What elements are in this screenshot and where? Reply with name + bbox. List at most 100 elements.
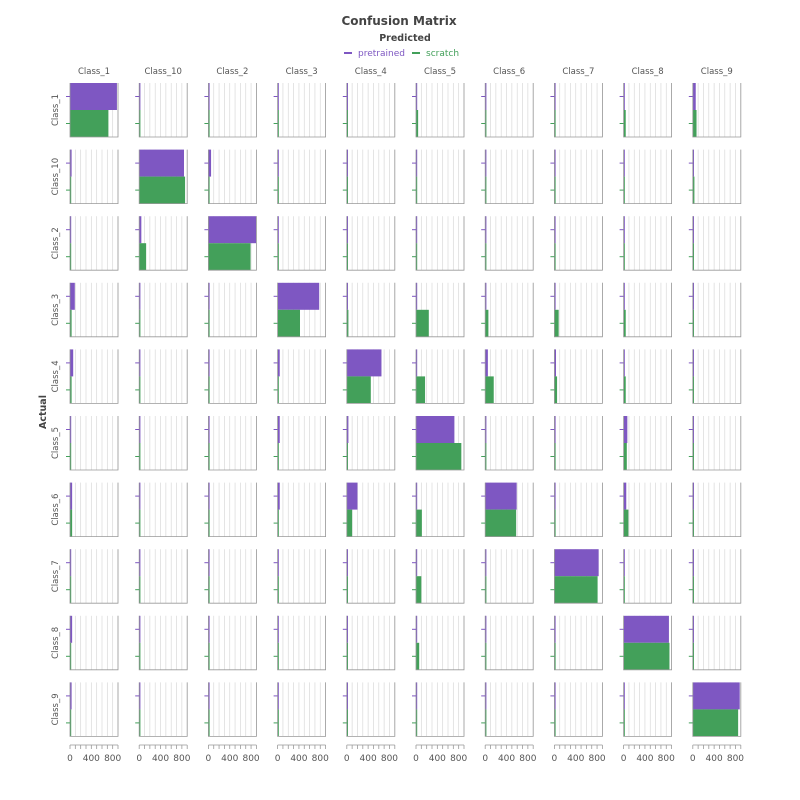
bar-pretrained: [70, 482, 73, 510]
bar-pretrained: [692, 83, 696, 110]
bar-pretrained: [346, 416, 349, 443]
bar-scratch: [139, 709, 141, 737]
bar-scratch: [139, 309, 141, 337]
bar-scratch: [623, 376, 626, 404]
panel-frame: [208, 216, 257, 271]
bar-pretrained: [416, 416, 455, 443]
bar-scratch: [485, 176, 487, 204]
bar-pretrained: [623, 349, 625, 377]
x-tick-label: 800: [588, 754, 605, 764]
panel-frame: [623, 416, 672, 471]
bar-pretrained: [346, 83, 348, 110]
panel-frame: [692, 149, 742, 204]
bar-pretrained: [208, 149, 212, 177]
column-label: Class_6: [493, 67, 525, 77]
bar-pretrained: [208, 282, 210, 310]
panel-frame: [623, 482, 672, 537]
column-label: Class_4: [355, 67, 387, 77]
bar-pretrained: [277, 416, 280, 443]
x-tick-label: 0: [206, 754, 212, 764]
bar-scratch: [623, 309, 626, 337]
panel-frame: [484, 416, 534, 471]
panel-frame: [415, 149, 465, 204]
panel-frame: [415, 416, 465, 471]
bar-pretrained: [692, 149, 694, 177]
panel-frame: [138, 416, 188, 471]
panel-frame: [277, 149, 326, 204]
bar-pretrained: [277, 482, 280, 510]
bar-scratch: [485, 642, 487, 670]
column-label: Class_1: [78, 67, 110, 77]
x-tick-label: 400: [706, 754, 723, 764]
bar-pretrained: [139, 416, 141, 443]
panel-frame: [208, 549, 257, 604]
bar-pretrained: [346, 282, 348, 310]
bar-scratch: [554, 443, 556, 470]
panel-frame: [277, 615, 326, 671]
bar-pretrained: [554, 549, 599, 577]
bar-scratch: [346, 243, 348, 271]
panel-frame: [138, 482, 188, 537]
x-tick-label: 0: [482, 754, 488, 764]
bar-pretrained: [277, 282, 320, 310]
bar-scratch: [70, 243, 72, 271]
bar-pretrained: [208, 216, 257, 244]
panel-frame: [138, 216, 188, 271]
panel-frame: [346, 83, 396, 138]
bar-pretrained: [70, 83, 117, 110]
bar-scratch: [277, 576, 279, 604]
bar-scratch: [346, 176, 348, 204]
bar-pretrained: [208, 549, 210, 577]
panel-frame: [484, 615, 534, 671]
panel-frame: [484, 216, 534, 271]
bar-pretrained: [692, 349, 694, 377]
bar-pretrained: [346, 615, 348, 643]
bar-pretrained: [277, 682, 279, 710]
panel-frame: [277, 682, 326, 737]
bar-pretrained: [208, 349, 210, 377]
bar-pretrained: [139, 216, 142, 244]
bar-pretrained: [692, 615, 694, 643]
bar-scratch: [139, 509, 141, 537]
panel-frame: [69, 482, 119, 537]
panel-frame: [554, 549, 603, 604]
column-label: Class_2: [216, 67, 248, 77]
bar-scratch: [208, 576, 210, 604]
panel-frame: [554, 282, 603, 338]
bar-pretrained: [416, 83, 418, 110]
bar-pretrained: [416, 682, 418, 710]
bar-scratch: [208, 243, 251, 271]
bar-pretrained: [70, 416, 72, 443]
bar-scratch: [208, 509, 210, 537]
x-tick-label: 400: [152, 754, 169, 764]
panel-frame: [69, 83, 119, 138]
bar-pretrained: [554, 482, 556, 510]
bar-scratch: [692, 642, 694, 670]
panel-frame: [692, 682, 742, 737]
bar-pretrained: [139, 682, 141, 710]
bar-pretrained: [416, 549, 418, 577]
x-tick-label: 400: [360, 754, 377, 764]
bar-scratch: [70, 509, 73, 537]
bar-pretrained: [70, 549, 72, 577]
bar-scratch: [554, 642, 556, 670]
panel-frame: [69, 615, 119, 671]
x-tick-label: 800: [312, 754, 329, 764]
bar-pretrained: [485, 149, 487, 177]
panel-frame: [623, 682, 672, 737]
bar-pretrained: [692, 549, 694, 577]
bar-pretrained: [485, 349, 488, 377]
bar-scratch: [416, 176, 418, 204]
bar-scratch: [692, 110, 697, 137]
x-tick-label: 800: [173, 754, 190, 764]
bar-pretrained: [623, 482, 627, 510]
bar-scratch: [485, 709, 487, 737]
bar-pretrained: [277, 615, 279, 643]
x-tick-label: 800: [450, 754, 467, 764]
panel-frame: [69, 216, 119, 271]
panel-frame: [415, 83, 465, 138]
bar-scratch: [485, 443, 487, 470]
bar-pretrained: [416, 482, 418, 510]
panel-frame: [346, 615, 396, 671]
chart-title: Confusion Matrix: [341, 14, 456, 28]
